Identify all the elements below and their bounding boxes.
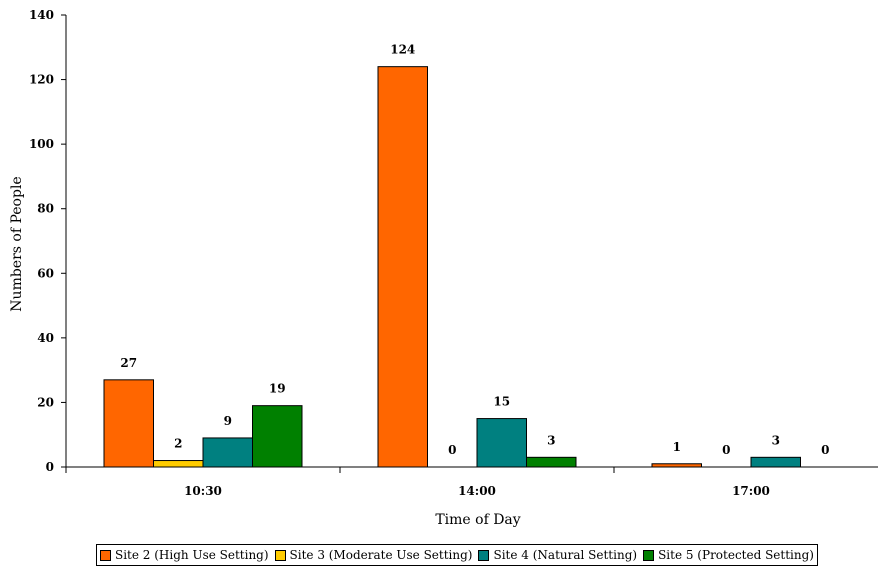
x-tick-label: 17:00	[732, 484, 770, 498]
y-axis: 0 20 40 60 80 100 120 140	[29, 8, 67, 474]
legend-swatch	[478, 549, 490, 561]
bars	[103, 66, 801, 468]
x-tick-label: 10:30	[184, 484, 222, 498]
y-tick-label: 100	[29, 137, 54, 151]
legend-item: Site 5 (Protected Setting)	[643, 548, 814, 562]
data-label: 124	[390, 43, 415, 57]
legend-label: Site 5 (Protected Setting)	[658, 548, 814, 562]
legend-label: Site 3 (Moderate Use Setting)	[289, 548, 473, 562]
x-axis: 10:30 14:00 17:00	[65, 466, 878, 498]
data-label: 3	[772, 433, 780, 447]
data-label: 0	[821, 443, 829, 457]
data-label: 9	[224, 414, 232, 428]
y-axis-title: Numbers of People	[9, 176, 25, 311]
bar	[153, 460, 204, 468]
legend-swatch	[274, 549, 286, 561]
legend-swatch	[643, 549, 655, 561]
bar	[202, 437, 253, 468]
y-tick-label: 40	[37, 331, 54, 345]
bar	[526, 456, 577, 468]
y-tick-label: 60	[37, 266, 54, 280]
data-label: 19	[269, 382, 286, 396]
legend-item: Site 3 (Moderate Use Setting)	[274, 548, 473, 562]
bar	[651, 463, 702, 468]
chart-legend: Site 2 (High Use Setting) Site 3 (Moderat…	[96, 544, 818, 566]
data-label: 2	[174, 437, 182, 451]
y-tick-label: 20	[37, 395, 54, 409]
legend-swatch	[100, 549, 111, 561]
y-tick-label: 140	[29, 8, 54, 22]
bar	[750, 456, 801, 468]
data-label: 0	[722, 443, 730, 457]
data-labels: 27 2 9 19 124 0 15 3 1 0 3 0	[120, 43, 829, 457]
data-label: 27	[120, 356, 137, 370]
legend-item: Site 2 (High Use Setting)	[100, 548, 269, 562]
bar	[103, 379, 154, 468]
data-label: 0	[448, 443, 456, 457]
bar	[377, 66, 428, 468]
bar	[252, 405, 303, 468]
legend-item: Site 4 (Natural Setting)	[478, 548, 637, 562]
legend-label: Site 4 (Natural Setting)	[493, 548, 638, 562]
legend-label: Site 2 (High Use Setting)	[115, 548, 269, 562]
y-tick-label: 80	[37, 202, 54, 216]
data-label: 15	[493, 395, 510, 409]
x-axis-title: Time of Day	[435, 512, 520, 528]
bar	[476, 418, 527, 468]
data-label: 1	[673, 440, 681, 454]
y-tick-label: 0	[46, 460, 54, 474]
y-tick-label: 120	[29, 73, 54, 87]
data-label: 3	[547, 433, 555, 447]
x-tick-label: 14:00	[458, 484, 496, 498]
